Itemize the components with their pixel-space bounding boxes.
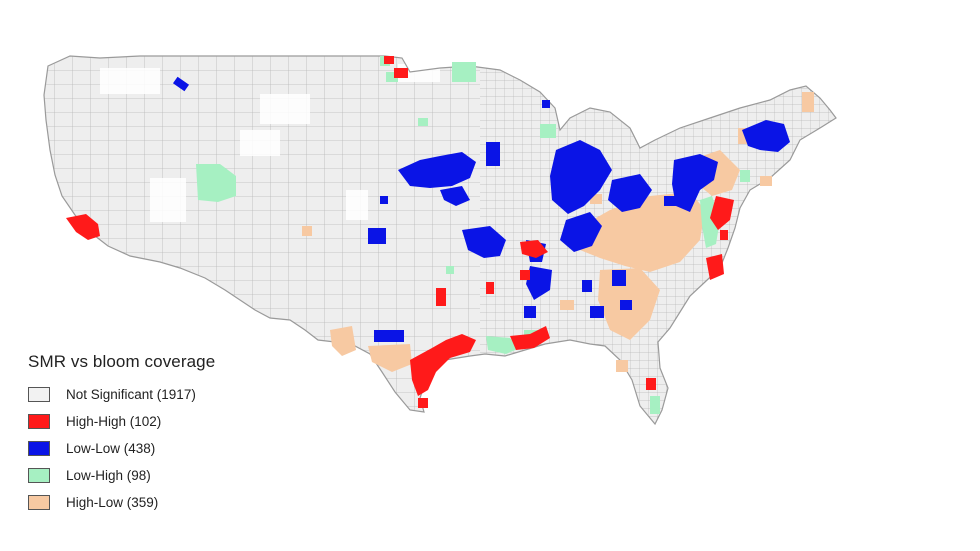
legend-label-not-significant: Not Significant (1917) bbox=[66, 386, 196, 402]
legend-title: SMR vs bloom coverage bbox=[28, 352, 216, 371]
legend-swatch-high-low bbox=[28, 494, 50, 510]
low-low-clusters bbox=[172, 76, 790, 342]
legend-item-high-low: High-Low (359) bbox=[28, 492, 288, 512]
high-high-clusters bbox=[66, 56, 734, 408]
legend-label-low-low: Low-Low (438) bbox=[66, 440, 156, 456]
map-legend: SMR vs bloom coverage Not Significant (1… bbox=[28, 352, 288, 519]
legend-swatch-low-high bbox=[28, 467, 50, 483]
low-high-clusters bbox=[196, 56, 750, 414]
legend-item-not-significant: Not Significant (1917) bbox=[28, 384, 288, 404]
legend-label-high-low: High-Low (359) bbox=[66, 494, 159, 510]
us-outline bbox=[43, 55, 837, 426]
legend-item-low-low: Low-Low (438) bbox=[28, 438, 288, 458]
legend-item-low-high: Low-High (98) bbox=[28, 465, 288, 485]
legend-swatch-low-low bbox=[28, 440, 50, 456]
legend-label-high-high: High-High (102) bbox=[66, 413, 162, 429]
legend-label-low-high: Low-High (98) bbox=[66, 467, 151, 483]
legend-swatch-not-significant bbox=[28, 386, 50, 402]
legend-item-high-high: High-High (102) bbox=[28, 411, 288, 431]
legend-swatch-high-high bbox=[28, 413, 50, 429]
